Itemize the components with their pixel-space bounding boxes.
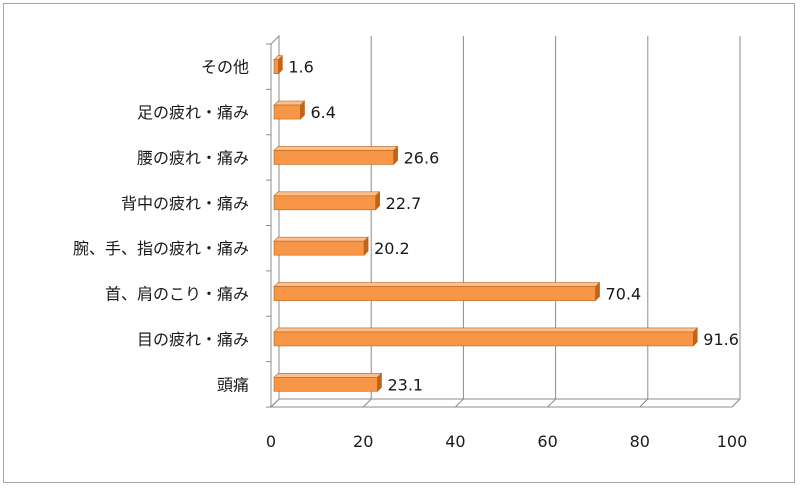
floor-tick (547, 398, 556, 408)
grid-lines (270, 36, 741, 408)
category-label: 背中の疲れ・痛み (121, 194, 249, 213)
bar (273, 236, 369, 256)
floor-tick (639, 398, 649, 408)
x-tick-label: 100 (717, 432, 748, 451)
x-tick-label: 80 (630, 432, 650, 451)
category-label: 頭痛 (217, 375, 249, 394)
data-label: 22.7 (386, 194, 422, 213)
data-label: 1.6 (288, 58, 313, 77)
data-label: 26.6 (404, 148, 440, 167)
axes (266, 34, 740, 409)
y-axis-wall (270, 34, 280, 409)
x-tick-label: 60 (537, 432, 557, 451)
data-label: 91.6 (703, 330, 739, 349)
category-label: 首、肩のこり・痛み (105, 285, 249, 304)
bar (273, 281, 601, 302)
floor-tick (455, 398, 464, 408)
bar-chart: 頭痛 目の疲れ・痛み 首、肩のこり・痛み 腕、手、指の疲れ・痛み 背中の疲れ・痛み 腰の疲… (73, 34, 747, 451)
bar (273, 100, 306, 120)
category-label: 足の疲れ・痛み (137, 103, 249, 122)
category-label: 目の疲れ・痛み (137, 330, 249, 349)
bar (273, 327, 699, 347)
data-label: 6.4 (311, 103, 336, 122)
category-label: 腕、手、指の疲れ・痛み (73, 239, 249, 258)
category-labels: 頭痛 目の疲れ・痛み 首、肩のこり・痛み 腕、手、指の疲れ・痛み 背中の疲れ・痛み 腰の疲… (73, 58, 249, 395)
tick-labels: 0 20 40 60 80 100 (266, 432, 747, 451)
data-label: 20.2 (374, 239, 410, 258)
bar (273, 145, 399, 166)
x-tick-label: 40 (445, 432, 465, 451)
category-label: 腰の疲れ・痛み (137, 148, 249, 167)
value-labels: 23.1 91.6 70.4 20.2 22.7 26.6 6.4 1.6 (288, 58, 739, 395)
x-tick-label: 20 (353, 432, 373, 451)
floor-tick (731, 398, 741, 408)
data-label: 70.4 (606, 285, 642, 304)
bar (273, 191, 381, 211)
bars (273, 54, 699, 393)
bar (273, 372, 383, 393)
category-label: その他 (201, 58, 249, 77)
bar (273, 54, 284, 75)
x-tick-label: 0 (266, 432, 276, 451)
floor-tick (362, 398, 372, 408)
data-label: 23.1 (387, 375, 423, 394)
chart-frame: 頭痛 目の疲れ・痛み 首、肩のこり・痛み 腕、手、指の疲れ・痛み 背中の疲れ・痛み 腰の疲… (3, 3, 795, 483)
